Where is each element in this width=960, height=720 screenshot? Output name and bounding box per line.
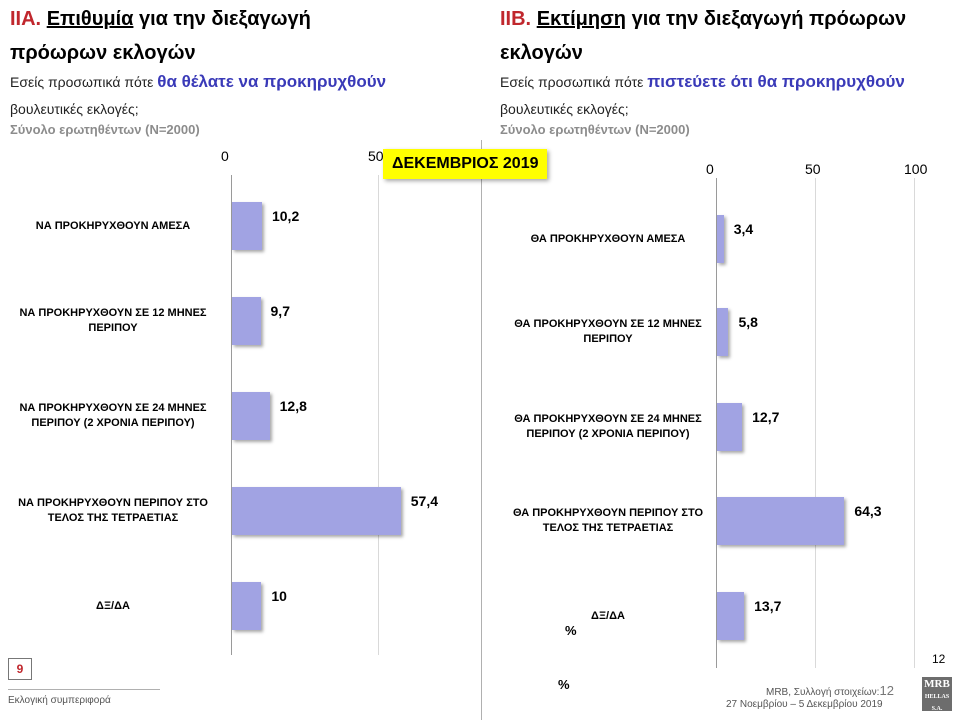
right-question-pre: Εσείς προσωπικά πότε <box>500 74 648 90</box>
footer-source-number: 12 <box>879 683 894 698</box>
left-question: Εσείς προσωπικά πότε θα θέλατε να προκηρ… <box>10 72 386 92</box>
footer-rule <box>8 689 160 690</box>
right-question-line2: βουλευτικές εκλογές; <box>500 101 629 117</box>
left-value-label: 57,4 <box>410 493 438 509</box>
left-category-label: ΝΑ ΠΡΟΚΗΡΥΧΘΟΥΝ ΠΕΡΙΠΟΥ ΣΤΟ ΤΕΛΟΣ ΤΗΣ ΤΕ… <box>18 497 208 524</box>
left-bar <box>232 487 401 535</box>
left-value-label: 10 <box>271 588 287 604</box>
right-title-code: IIB. <box>500 8 532 30</box>
footer-source: MRB, Συλλογή στοιχείων:12 <box>766 683 894 698</box>
right-tick-label: 0 <box>706 161 714 177</box>
right-title: IIB. Εκτίμηση για την διεξαγωγή πρόωρων <box>500 2 906 36</box>
left-sample: Σύνολο ερωτηθέντων (N=2000) <box>10 122 200 137</box>
left-question-line2: βουλευτικές εκλογές; <box>10 101 139 117</box>
right-value-label: 3,4 <box>733 221 754 237</box>
left-title: IIA. Επιθυμία για την διεξαγωγή <box>10 2 311 36</box>
left-category-label: ΝΑ ΠΡΟΚΗΡΥΧΘΟΥΝ ΣΕ 12 ΜΗΝΕΣ ΠΕΡΙΠΟΥ <box>19 307 207 334</box>
right-tick-label: 100 <box>904 161 928 177</box>
right-tick-label: 50 <box>805 161 821 177</box>
left-bar <box>232 392 270 440</box>
page-number: 12 <box>932 652 946 666</box>
left-question-pre: Εσείς προσωπικά πότε <box>10 74 158 90</box>
date-badge: ΔΕΚΕΜΒΡΙΟΣ 2019 <box>383 149 548 179</box>
right-category-label: ΘΑ ΠΡΟΚΗΡΥΧΘΟΥΝ ΣΕ 12 ΜΗΝΕΣ ΠΕΡΙΠΟΥ <box>514 318 702 345</box>
right-gridline <box>716 178 717 668</box>
left-gridline <box>378 175 379 655</box>
left-title-rest: για την διεξαγωγή <box>133 8 311 30</box>
left-bar <box>232 202 262 250</box>
left-title-underlined: Επιθυμία <box>46 8 134 30</box>
right-category-label: ΔΞ/ΔΑ <box>591 609 625 622</box>
right-category-label: ΘΑ ΠΡΟΚΗΡΥΧΘΟΥΝ ΠΕΡΙΠΟΥ ΣΤΟ ΤΕΛΟΣ ΤΗΣ ΤΕ… <box>512 507 704 534</box>
right-title-rest: για την διεξαγωγή πρόωρων <box>626 8 907 30</box>
right-bar <box>717 403 743 451</box>
left-chart: 0 50 10,2 ΝΑ ΠΡΟΚΗΡΥΧΘΟΥΝ ΑΜΕΣΑ 9,7 ΝΑ ΠΡΟΚΗΡ… <box>0 140 480 660</box>
right-question: Εσείς προσωπικά πότε πιστεύετε ότι θα πρ… <box>500 72 905 92</box>
left-bar <box>232 297 261 345</box>
right-category-label: ΘΑ ΠΡΟΚΗΡΥΧΘΟΥΝ ΣΕ 24 ΜΗΝΕΣ ΠΕΡΙΠΟΥ (2 Χ… <box>514 413 702 440</box>
left-tick-label: 50 <box>368 148 384 164</box>
left-value-label: 12,8 <box>279 398 307 414</box>
left-value-label: 10,2 <box>271 208 300 224</box>
right-value-label: 64,3 <box>854 503 882 519</box>
logo-top-text: MRB <box>924 678 950 690</box>
percent-label-bottom: % <box>558 677 570 692</box>
percent-label-right: % <box>565 623 577 638</box>
footer-section: Εκλογική συμπεριφορά <box>8 695 111 706</box>
footer-dates: 27 Νοεμβρίου – 5 Δεκεμβρίου 2019 <box>726 699 883 710</box>
right-gridline <box>815 178 816 668</box>
right-question-highlight: πιστεύετε ότι θα προκηρυχθούν <box>647 72 905 91</box>
right-sample: Σύνολο ερωτηθέντων (N=2000) <box>500 122 690 137</box>
panel-divider <box>481 140 482 720</box>
left-title-line2: πρόωρων εκλογών <box>10 42 196 64</box>
mrb-logo: MRB HELLAS S.A. <box>922 677 952 712</box>
left-value-label: 9,7 <box>270 303 290 319</box>
left-question-highlight: θα θέλατε να προκηρυχθούν <box>157 72 387 91</box>
left-title-code: IIA. <box>10 8 42 30</box>
footer-source-text: MRB, Συλλογή στοιχείων: <box>766 687 880 698</box>
right-bar <box>717 215 724 263</box>
right-value-label: 13,7 <box>754 598 782 614</box>
page-box: 9 <box>8 658 32 680</box>
right-category-label: ΘΑ ΠΡΟΚΗΡΥΧΘΟΥΝ ΑΜΕΣΑ <box>530 232 686 245</box>
right-chart: 0 50 100 3,4 ΘΑ ΠΡΟΚΗΡΥΧΘΟΥΝ ΑΜΕΣΑ 5,8 ΘΑ ΠΡΟΚ… <box>482 140 960 670</box>
right-value-label: 12,7 <box>752 409 780 425</box>
left-tick-label: 0 <box>221 148 229 164</box>
left-category-label: ΝΑ ΠΡΟΚΗΡΥΧΘΟΥΝ ΑΜΕΣΑ <box>35 219 191 232</box>
right-title-underlined: Εκτίμηση <box>536 8 627 30</box>
left-gridline <box>231 175 232 655</box>
right-value-label: 5,8 <box>738 314 758 330</box>
left-category-label: ΔΞ/ΔΑ <box>96 599 130 612</box>
right-title-line2: εκλογών <box>500 42 583 64</box>
right-bar <box>717 308 729 356</box>
right-bar <box>717 497 845 545</box>
left-category-label: ΝΑ ΠΡΟΚΗΡΥΧΘΟΥΝ ΣΕ 24 ΜΗΝΕΣ ΠΕΡΙΠΟΥ (2 Χ… <box>19 402 207 429</box>
right-gridline <box>914 178 915 668</box>
logo-bottom-text: HELLAS S.A. <box>924 694 950 712</box>
left-bar <box>232 582 262 630</box>
right-bar <box>717 592 745 640</box>
